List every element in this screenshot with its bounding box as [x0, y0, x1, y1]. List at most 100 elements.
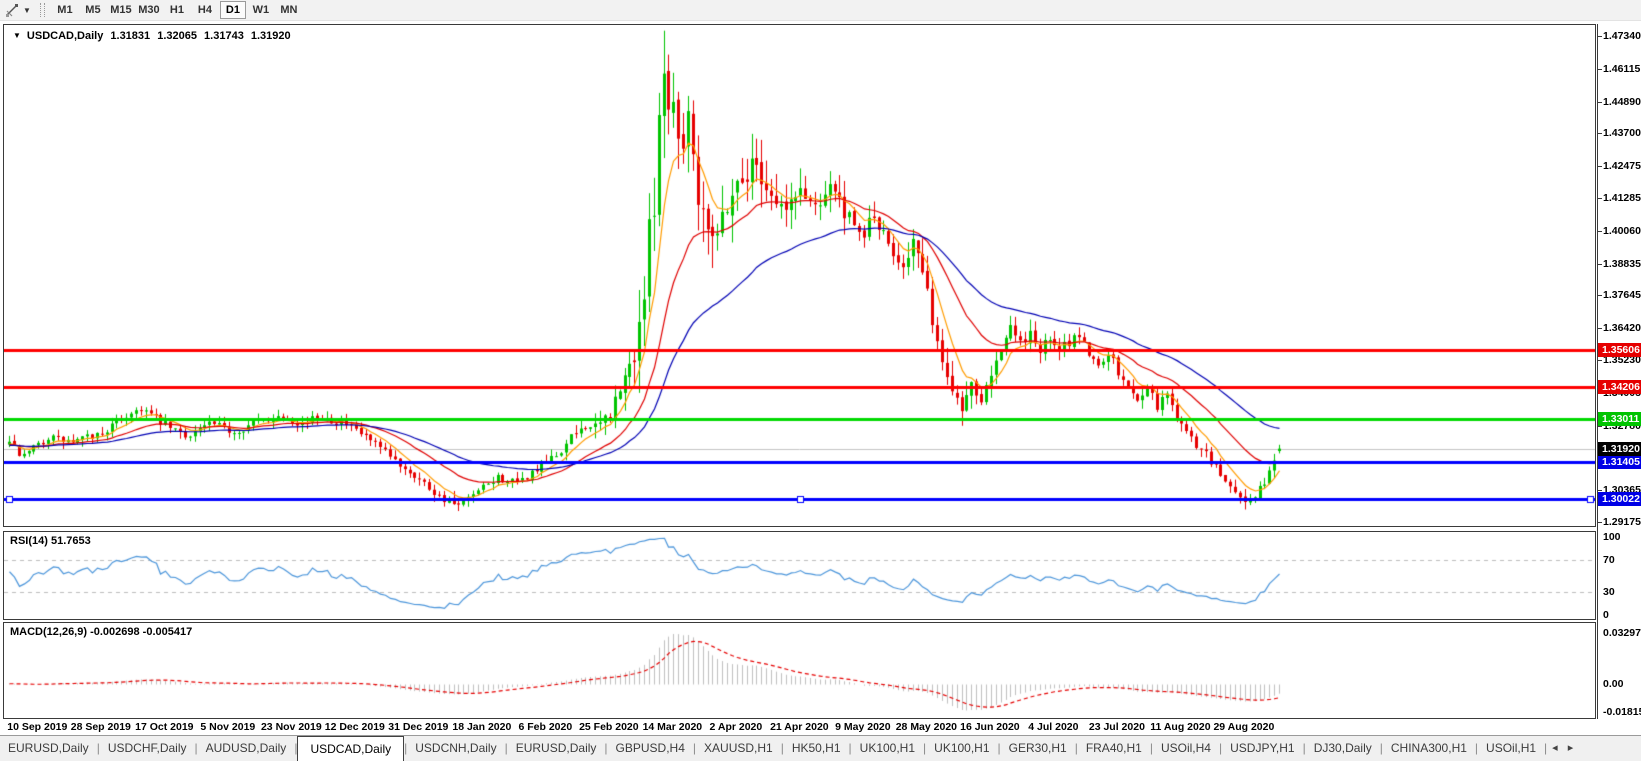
date-tick-label: 4 Jul 2020	[1028, 721, 1079, 733]
price-tick-mark	[1598, 360, 1602, 362]
toolbar-grip	[39, 3, 45, 17]
chart-tab-usoil-h4[interactable]: USOil,H4	[1160, 741, 1211, 755]
date-tick-label: 28 Sep 2019	[70, 721, 131, 733]
date-tick-label: 10 Sep 2019	[7, 721, 68, 733]
timeframe-button-m5[interactable]: M5	[85, 4, 101, 16]
chart-tab-usdcnh-daily[interactable]: USDCNH,Daily	[415, 741, 497, 755]
hline-price-badge[interactable]: 1.34206	[1598, 380, 1641, 395]
price-tick-mark	[1598, 230, 1602, 232]
timeframe-button-mn[interactable]: MN	[280, 4, 298, 16]
date-tick-label: 6 Feb 2020	[518, 721, 573, 733]
toolbar: ▼ M1 M5 M15 M30 H1 H4 D1 W1 MN	[0, 0, 1641, 21]
tab-divider: |	[1544, 741, 1548, 755]
chevron-down-icon: ▼	[23, 5, 31, 15]
ohlc-close: 1.31920	[250, 30, 291, 42]
chart-tab-hk50-h1[interactable]: HK50,H1	[791, 741, 841, 755]
timeframe-buttons: M1 M5 M15 M30 H1 H4 D1 W1 MN	[51, 1, 303, 19]
price-tick-mark	[1598, 490, 1602, 492]
price-tick-label: 1.42475	[1603, 160, 1641, 173]
hline-price-badge[interactable]: 1.31405	[1598, 455, 1641, 470]
chart-tab-eurusd-daily[interactable]: EURUSD,Daily	[515, 741, 597, 755]
hline-price-badge[interactable]: 1.30022	[1598, 492, 1641, 507]
timeframe-button-d1[interactable]: D1	[219, 1, 246, 19]
cursor-tool-icon	[5, 3, 20, 18]
price-axis[interactable]: 1.47340 1.46115 1.44890 1.43700 1.42475 1.412…	[1597, 24, 1641, 719]
date-tick-label: 16 Jun 2020	[960, 721, 1020, 733]
chart-tab-audusd-daily[interactable]: AUDUSD,Daily	[205, 741, 287, 755]
symbol-dropdown-icon[interactable]: ▼	[13, 31, 21, 40]
tab-divider: |	[923, 741, 927, 755]
tab-divider: |	[1074, 741, 1078, 755]
macd-axis-label: 0.00	[1603, 678, 1624, 690]
chart-tab-ger30-h1[interactable]: GER30,H1	[1008, 741, 1067, 755]
chart-tab-fra40-h1[interactable]: FRA40,H1	[1085, 741, 1142, 755]
chart-tab-eurusd-daily[interactable]: EURUSD,Daily	[8, 741, 89, 755]
candlestick-chart[interactable]	[4, 25, 1595, 526]
price-tick-label: 1.46115	[1603, 62, 1641, 75]
chart-tab-china300-h1[interactable]: CHINA300,H1	[1390, 741, 1467, 755]
chart-tab-dj30-daily[interactable]: DJ30,Daily	[1313, 741, 1372, 755]
date-tick-label: 21 Apr 2020	[770, 721, 829, 733]
rsi-axis-label: 30	[1603, 585, 1615, 598]
timeframe-button-m30[interactable]: M30	[138, 4, 160, 16]
price-tick-label: 1.43700	[1603, 127, 1641, 140]
chart-tab-usdcad-daily[interactable]: USDCAD,Daily	[297, 736, 405, 761]
date-tick-label: 11 Aug 2020	[1150, 721, 1211, 733]
price-tick-label: 1.37645	[1603, 289, 1641, 302]
chart-tab-uk100-h1[interactable]: UK100,H1	[934, 741, 990, 755]
tab-scroll-right-icon[interactable]: ▸	[1567, 742, 1574, 754]
cursor-tool-button[interactable]: ▼	[1, 2, 35, 18]
date-tick-label: 29 Aug 2020	[1213, 721, 1275, 733]
tab-divider: |	[848, 741, 852, 755]
tab-divider: |	[997, 741, 1001, 755]
hline-price-badge[interactable]: 1.33011	[1598, 412, 1641, 427]
chart-tab-usoil-h1[interactable]: USOil,H1	[1486, 741, 1537, 755]
chart-title: ▼ USDCAD,Daily 1.31831 1.32065 1.31743 1.…	[13, 30, 295, 42]
rsi-axis-label: 70	[1603, 554, 1615, 567]
macd-axis-label: -0.018154	[1603, 706, 1641, 718]
price-tick-mark	[1598, 263, 1602, 265]
chart-tab-usdjpy-h1[interactable]: USDJPY,H1	[1230, 741, 1295, 755]
price-panel[interactable]: ▼ USDCAD,Daily 1.31831 1.32065 1.31743 1.…	[3, 24, 1596, 527]
timeframe-button-h4[interactable]: H4	[197, 4, 212, 16]
macd-panel[interactable]: MACD(12,26,9) -0.002698 -0.005417	[3, 622, 1596, 719]
rsi-panel[interactable]: RSI(14) 51.7653	[3, 531, 1596, 620]
price-tick-mark	[1598, 522, 1602, 524]
tab-divider: |	[404, 741, 408, 755]
price-tick-mark	[1598, 68, 1602, 70]
timeframe-button-h1[interactable]: H1	[169, 4, 184, 16]
price-tick-label: 1.40060	[1603, 224, 1641, 237]
date-tick-label: 2 Apr 2020	[709, 721, 763, 733]
tab-divider: |	[604, 741, 608, 755]
chart-tab-xauusd-h1[interactable]: XAUUSD,H1	[704, 741, 773, 755]
price-tick-mark	[1598, 166, 1602, 168]
timeframe-button-w1[interactable]: W1	[252, 4, 270, 16]
chart-tab-gbpusd-h4[interactable]: GBPUSD,H4	[615, 741, 685, 755]
rsi-label: RSI(14) 51.7653	[10, 535, 91, 547]
macd-chart[interactable]	[4, 623, 1595, 718]
date-tick-label: 31 Dec 2019	[388, 721, 449, 733]
date-tick-label: 5 Nov 2019	[200, 721, 256, 733]
hline-price-badge[interactable]: 1.35606	[1598, 343, 1641, 357]
price-tick-label: 1.35230	[1603, 354, 1641, 367]
timeframe-button-m1[interactable]: M1	[57, 4, 73, 16]
timeframe-button-m15[interactable]: M15	[110, 4, 132, 16]
rsi-chart[interactable]	[4, 532, 1595, 619]
chart-tab-uk100-h1[interactable]: UK100,H1	[859, 741, 916, 755]
ohlc-low: 1.31743	[204, 30, 244, 42]
date-tick-label: 12 Dec 2019	[324, 721, 385, 733]
price-tick-mark	[1598, 133, 1602, 135]
date-tick-label: 23 Nov 2019	[260, 721, 322, 733]
tab-divider: |	[504, 741, 508, 755]
date-tick-label: 25 Feb 2020	[579, 721, 639, 733]
tab-scroll-left-icon[interactable]: ◂	[1552, 742, 1558, 754]
date-tick-label: 17 Oct 2019	[135, 721, 194, 733]
tab-divider: |	[1218, 741, 1223, 755]
date-tick-label: 14 Mar 2020	[642, 721, 703, 733]
price-tick-mark	[1598, 295, 1602, 297]
symbol-timeframe: USDCAD,Daily	[26, 30, 104, 42]
macd-axis-label: 0.032972	[1603, 627, 1641, 639]
chart-tab-usdchf-daily[interactable]: USDCHF,Daily	[107, 741, 187, 755]
time-axis[interactable]: 10 Sep 2019 28 Sep 2019 17 Oct 2019 5 Nov 2…	[3, 720, 1597, 735]
